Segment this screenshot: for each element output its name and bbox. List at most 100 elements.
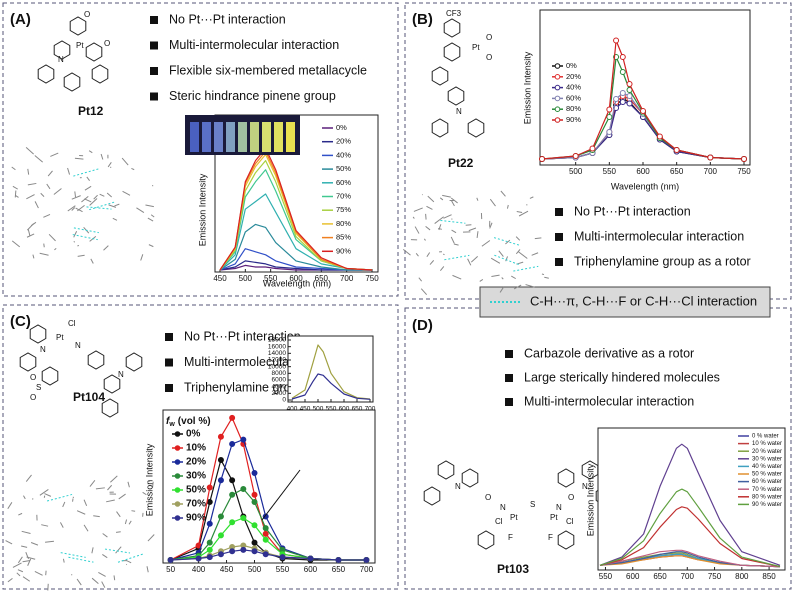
data-point: [217, 513, 224, 520]
atom-label: Cl: [566, 517, 574, 526]
crystal-bond: [118, 493, 126, 500]
series-line: [219, 248, 372, 271]
data-point: [619, 90, 626, 96]
crystal-bond: [534, 237, 542, 240]
x-tick-label: 550: [326, 406, 337, 413]
legend-label: 0%: [186, 429, 201, 440]
legend-label: 30%: [186, 471, 206, 482]
crystal-bond: [438, 228, 442, 230]
crystal-bond: [489, 222, 493, 229]
data-point: [741, 156, 747, 162]
interaction-contact: [68, 556, 94, 563]
atom-label: O: [30, 393, 36, 402]
crystal-bond: [426, 205, 433, 210]
data-point: [206, 520, 213, 527]
crystal-bond: [140, 254, 144, 261]
bullet-marker: [555, 233, 563, 241]
legend-marker: [174, 487, 181, 493]
series-line: [291, 344, 371, 400]
crystal-bond: [11, 166, 16, 171]
x-tick-label: 650: [670, 167, 684, 176]
crystal-bond: [41, 524, 49, 527]
interaction-contact: [117, 553, 144, 563]
x-tick-label: 600: [289, 274, 303, 283]
atom-label: N: [118, 370, 124, 379]
atom-label: F: [508, 533, 513, 542]
x-tick-label: 550: [603, 167, 617, 176]
crystal-bond: [91, 577, 99, 585]
crystal-bond: [89, 198, 98, 206]
crystal-bond: [414, 226, 420, 234]
data-point: [363, 557, 370, 563]
crystal-bond: [53, 188, 62, 195]
crystal-bond: [513, 284, 522, 290]
series-line: [599, 555, 781, 568]
crystal-bond: [434, 216, 444, 224]
molecule-ring: [461, 468, 479, 488]
series-line: [541, 39, 745, 160]
interaction-contact: [86, 206, 112, 210]
crystal-bond: [14, 190, 17, 198]
atom-label: N: [40, 345, 46, 354]
molecule-ring: [443, 42, 461, 62]
crystal-bond: [39, 489, 49, 496]
molecule-ring: [557, 530, 575, 550]
crystal-bond: [50, 152, 59, 157]
series-line: [599, 549, 781, 568]
x-tick-label: 550: [276, 565, 290, 574]
legend-label: 40 % water: [752, 464, 782, 470]
crystal-bond: [25, 474, 32, 482]
atom-label: O: [30, 373, 36, 382]
crystal-bond: [93, 515, 100, 518]
x-tick-label: 600: [636, 167, 650, 176]
crystal-bond: [84, 198, 92, 203]
legend-marker: [174, 431, 181, 437]
crystal-bond: [429, 260, 435, 265]
bullet-marker: [555, 258, 563, 266]
bullet-text: Multi-intermolecular interaction: [524, 394, 694, 408]
crystal-bond: [21, 545, 28, 548]
data-point: [539, 156, 545, 162]
legend-label: 60 % water: [752, 479, 782, 485]
crystal-bond: [443, 214, 452, 219]
crystal-bond: [74, 157, 84, 160]
legend-label: 90%: [336, 246, 351, 255]
x-tick-label: 500: [248, 565, 262, 574]
panel-label: (B): [412, 11, 433, 28]
crystal-bond: [27, 182, 37, 186]
data-point: [206, 546, 213, 553]
crystal-bond: [34, 155, 44, 163]
crystal-bond: [71, 207, 76, 211]
crystal-bond: [412, 216, 415, 219]
legend-label: 50 % water: [752, 472, 782, 478]
interaction-contact: [513, 265, 539, 272]
crystal-bond: [529, 196, 534, 199]
x-tick-label: 400: [287, 406, 298, 413]
crystal-bond: [479, 278, 484, 282]
atom-label: Pt: [76, 41, 84, 50]
data-point: [619, 69, 626, 75]
atom-label: F: [548, 533, 553, 542]
atom-label: CF3: [446, 9, 462, 18]
legend-title-text: (vol %): [178, 416, 211, 427]
data-point: [335, 557, 342, 563]
interaction-label: C-H···π, C-H···F or C-H···Cl interaction: [530, 293, 757, 308]
crystal-bond: [505, 239, 511, 245]
x-tick-label: 700: [365, 406, 376, 413]
atom-label: S: [530, 500, 535, 509]
bullet-marker: [505, 350, 513, 358]
crystal-bond: [27, 558, 32, 566]
legend-title-subscript: w: [168, 421, 175, 428]
vial: [202, 122, 211, 152]
compound-label: Pt104: [73, 390, 105, 404]
molecule-ring: [437, 460, 455, 480]
crystal-bond: [518, 251, 528, 259]
crystal-bond: [47, 170, 53, 177]
crystal-bond: [525, 284, 535, 288]
bullet-text: Carbazole derivative as a rotor: [524, 346, 694, 360]
crystal-bond: [91, 547, 94, 554]
vial: [190, 122, 199, 152]
data-point: [206, 539, 213, 546]
series-line: [599, 551, 781, 568]
